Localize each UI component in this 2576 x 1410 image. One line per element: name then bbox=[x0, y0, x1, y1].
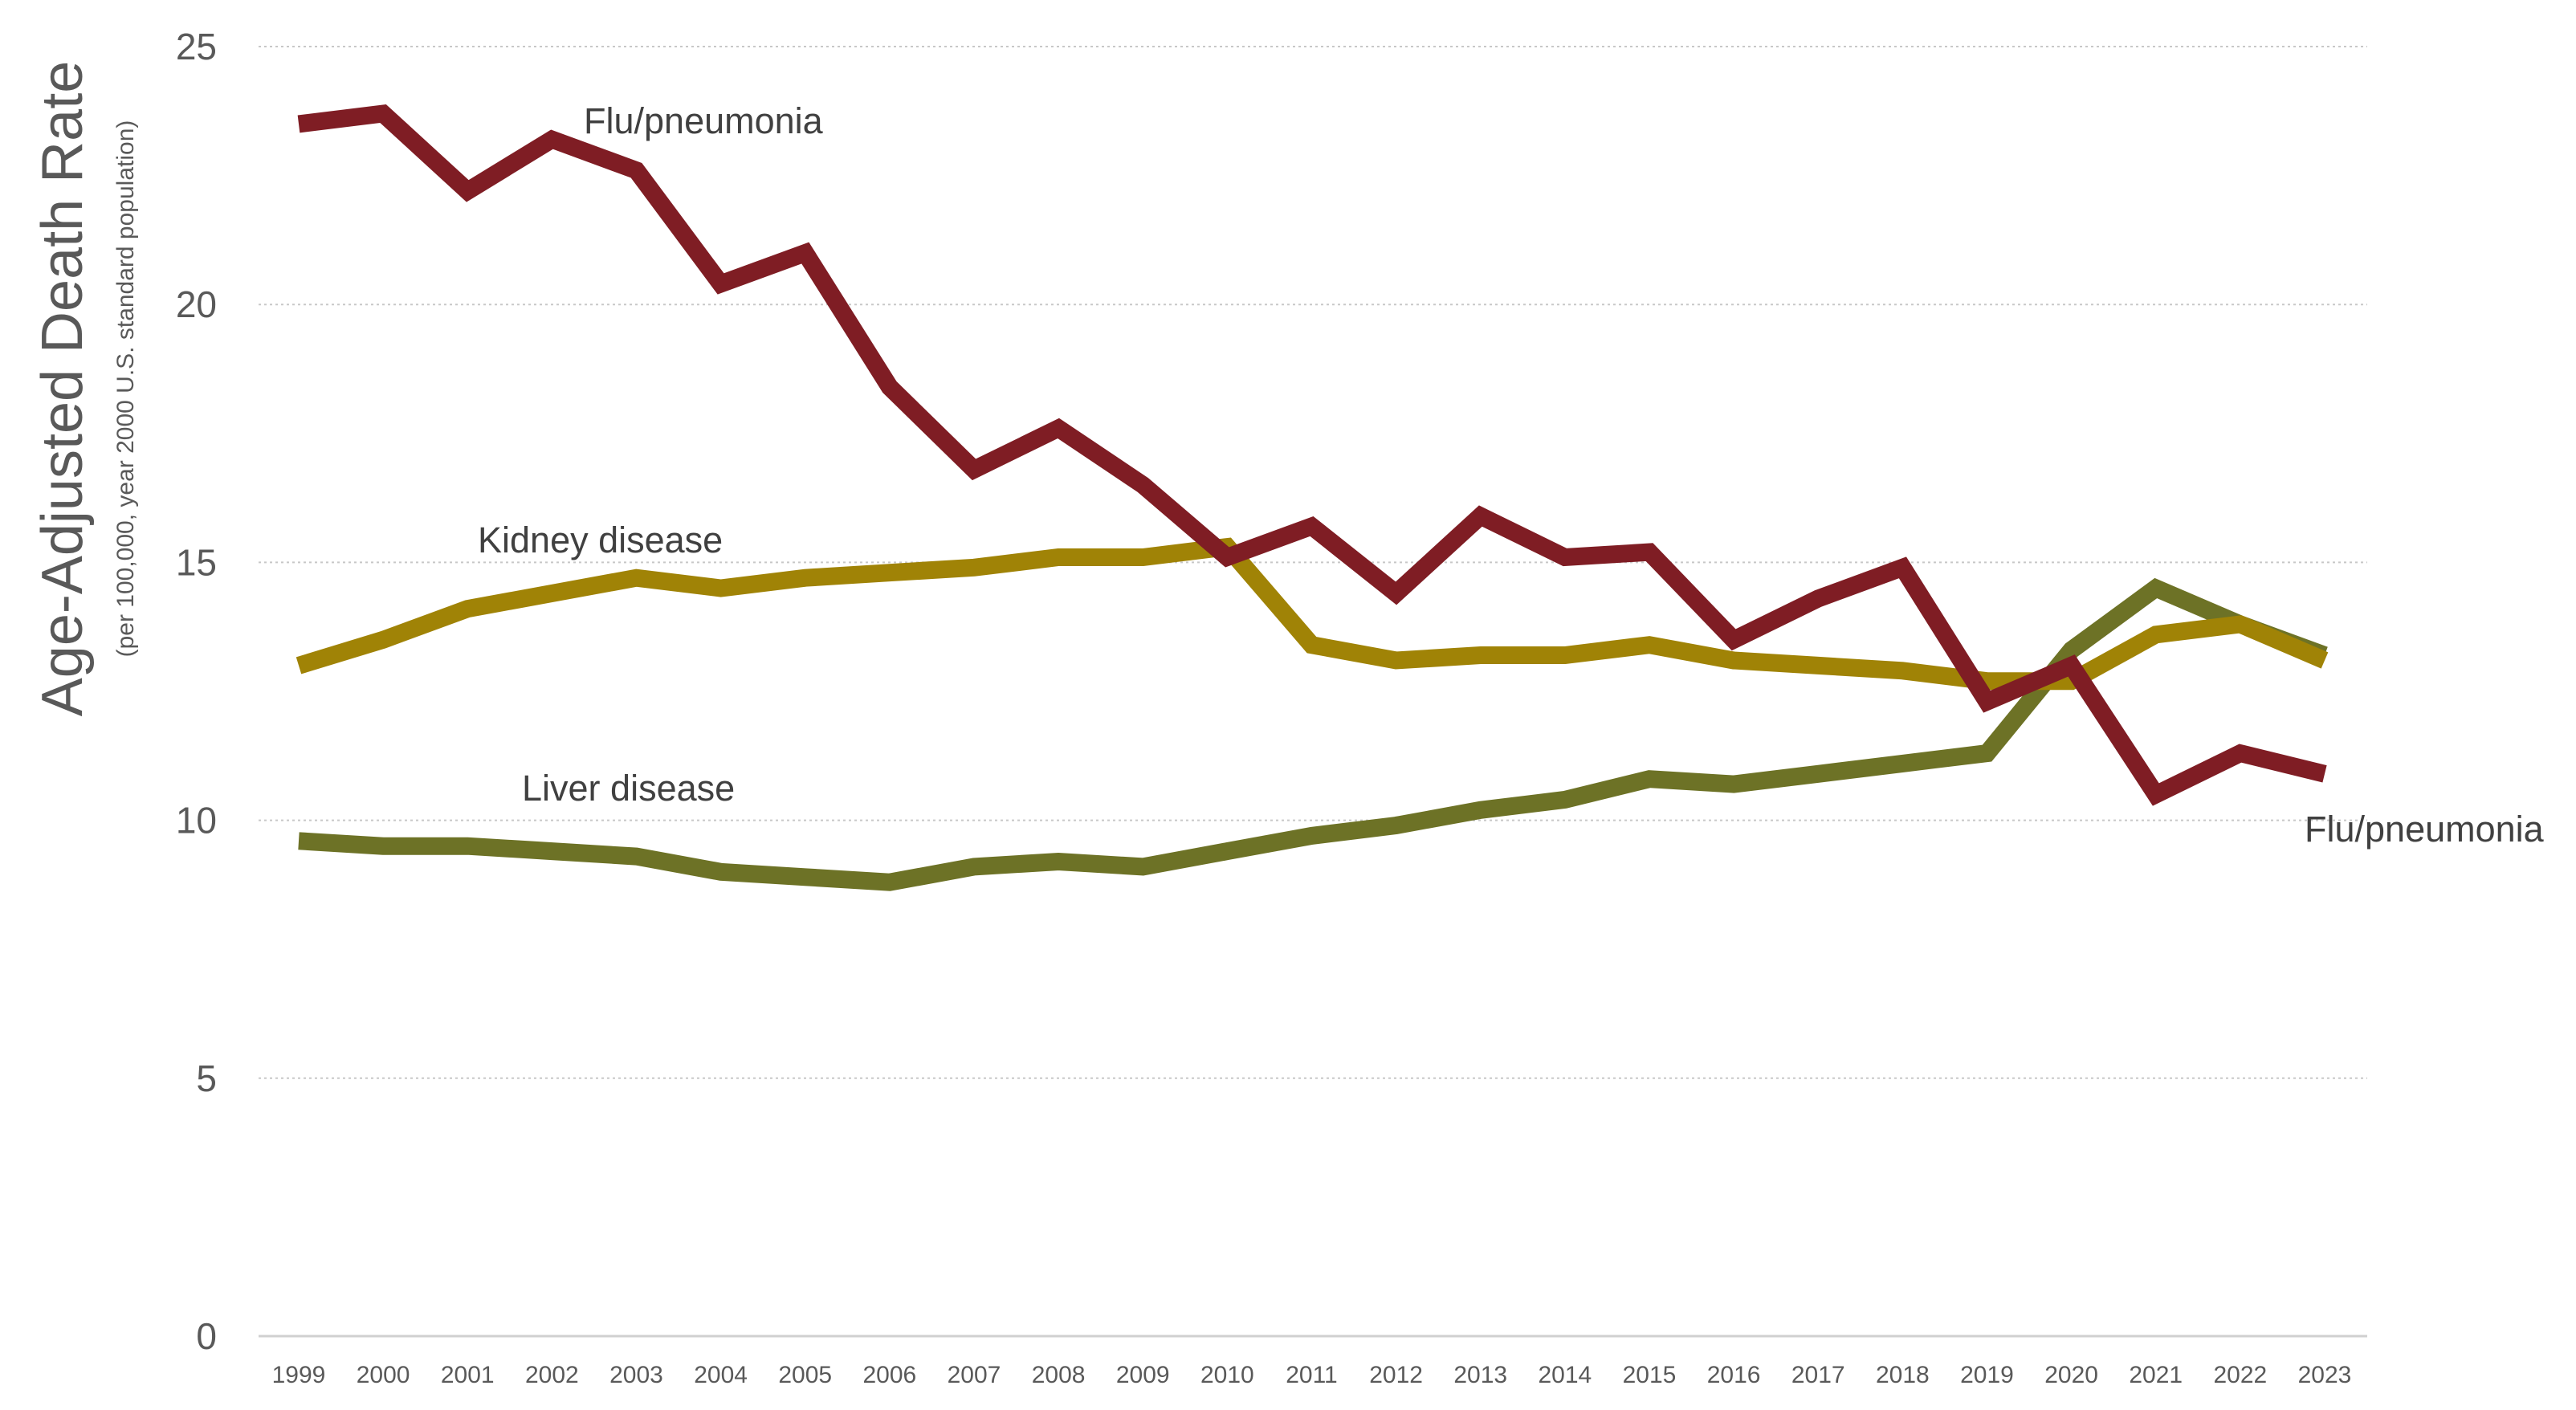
series-label-kidney-disease: Kidney disease bbox=[478, 520, 723, 560]
x-tick-label-2008: 2008 bbox=[1032, 1362, 1086, 1388]
x-tick-label-2001: 2001 bbox=[441, 1362, 495, 1388]
x-tick-label-2004: 2004 bbox=[694, 1362, 748, 1388]
x-tick-label-2006: 2006 bbox=[863, 1362, 917, 1388]
y-tick-label-10: 10 bbox=[176, 800, 217, 842]
series-line-flu-pneumonia bbox=[297, 104, 2327, 806]
series-labels: Flu/pneumonia Kidney disease Liver disea… bbox=[478, 100, 2545, 850]
y-tick-label-0: 0 bbox=[196, 1315, 217, 1357]
x-tick-label-1999: 1999 bbox=[272, 1362, 326, 1388]
x-tick-label-2016: 2016 bbox=[1707, 1362, 1761, 1388]
x-tick-labels: 1999 2000 2001 2002 2003 2004 2005 2006 2007 2008… bbox=[272, 1362, 2352, 1388]
series-line-liver-disease bbox=[298, 577, 2328, 891]
x-tick-label-2007: 2007 bbox=[948, 1362, 1001, 1388]
x-tick-label-2014: 2014 bbox=[1539, 1362, 1592, 1388]
x-tick-label-2000: 2000 bbox=[357, 1362, 410, 1388]
x-tick-label-2003: 2003 bbox=[609, 1362, 663, 1388]
y-axis-title-sub: (per 100,000, year 2000 U.S. standard po… bbox=[112, 120, 139, 658]
series-lines bbox=[296, 104, 2329, 891]
x-tick-label-2012: 2012 bbox=[1369, 1362, 1423, 1388]
x-tick-label-2002: 2002 bbox=[525, 1362, 579, 1388]
x-tick-label-2015: 2015 bbox=[1623, 1362, 1677, 1388]
y-tick-label-15: 15 bbox=[176, 541, 217, 583]
x-tick-label-2017: 2017 bbox=[1791, 1362, 1845, 1388]
series-label-flu-pneumonia-top: Flu/pneumonia bbox=[584, 100, 824, 141]
x-tick-label-2023: 2023 bbox=[2298, 1362, 2352, 1388]
y-axis-title-main: Age-Adjusted Death Rate bbox=[31, 61, 95, 717]
x-tick-label-2018: 2018 bbox=[1876, 1362, 1930, 1388]
x-tick-label-2020: 2020 bbox=[2044, 1362, 2098, 1388]
x-tick-label-2011: 2011 bbox=[1286, 1362, 1338, 1388]
series-label-flu-pneumonia-right: Flu/pneumonia bbox=[2305, 809, 2545, 850]
series-line-kidney-disease bbox=[296, 537, 2329, 691]
y-tick-label-20: 20 bbox=[176, 283, 217, 325]
y-tick-label-5: 5 bbox=[196, 1058, 217, 1099]
x-tick-label-2021: 2021 bbox=[2129, 1362, 2183, 1388]
series-label-liver-disease: Liver disease bbox=[522, 768, 735, 809]
x-tick-label-2009: 2009 bbox=[1116, 1362, 1170, 1388]
x-tick-label-2019: 2019 bbox=[1960, 1362, 2014, 1388]
y-axis-title: Age-Adjusted Death Rate (per 100,000, ye… bbox=[31, 61, 139, 717]
y-tick-labels: 0 5 10 15 20 25 bbox=[176, 26, 217, 1357]
y-tick-label-25: 25 bbox=[176, 26, 217, 67]
grid-lines bbox=[259, 46, 2367, 1079]
x-tick-label-2010: 2010 bbox=[1200, 1362, 1254, 1388]
x-tick-label-2005: 2005 bbox=[778, 1362, 832, 1388]
x-tick-label-2013: 2013 bbox=[1453, 1362, 1507, 1388]
x-tick-label-2022: 2022 bbox=[2214, 1362, 2268, 1388]
